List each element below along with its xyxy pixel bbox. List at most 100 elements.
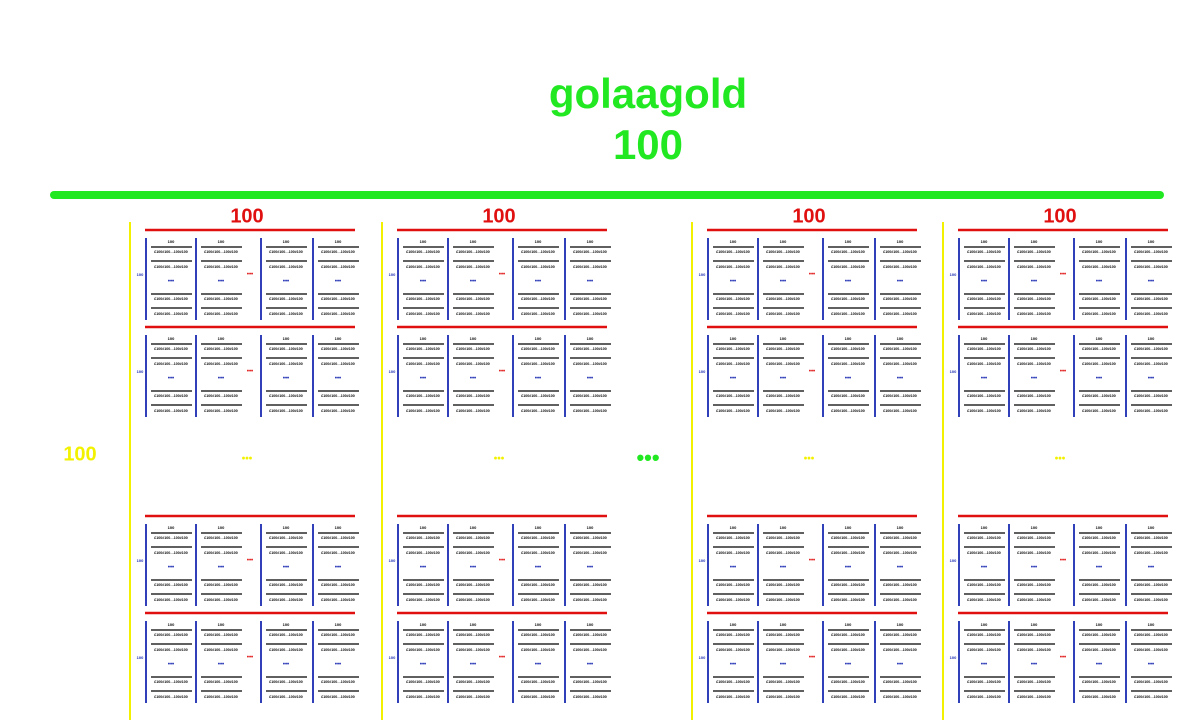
cell-row: £100#100…100#100: [1082, 695, 1116, 699]
cell-ellipsis: •••: [1148, 376, 1154, 382]
cell-row: £100#100…100#100: [406, 394, 440, 398]
cell-row: £100#100…100#100: [573, 583, 607, 587]
cell-row: £100#100…100#100: [1134, 536, 1168, 540]
cell-row: £100#100…100#100: [716, 347, 750, 351]
cell-row: £100#100…100#100: [521, 250, 555, 254]
block-label: 100: [950, 558, 957, 563]
cell-ellipsis: •••: [420, 662, 426, 668]
cell-ellipsis: •••: [335, 565, 341, 571]
cell-ellipsis: •••: [420, 565, 426, 571]
cell-row: £100#100…100#100: [1134, 648, 1168, 652]
cell-row: £100#100…100#100: [1134, 633, 1168, 637]
cell-row: £100#100…100#100: [1134, 551, 1168, 555]
cell-row: £100#100…100#100: [1134, 297, 1168, 301]
cell-row: £100#100…100#100: [521, 297, 555, 301]
cell-ellipsis: •••: [283, 565, 289, 571]
cell-row: £100#100…100#100: [831, 394, 865, 398]
cell-row: £100#100…100#100: [269, 250, 303, 254]
cell-ellipsis: •••: [1096, 376, 1102, 382]
cell-row: £100#100…100#100: [716, 551, 750, 555]
cell-ellipsis: •••: [845, 662, 851, 668]
cell-row: £100#100…100#100: [1134, 265, 1168, 269]
cell-row: £100#100…100#100: [831, 347, 865, 351]
cell-row: £100#100…100#100: [456, 265, 490, 269]
block-label: 100: [950, 369, 957, 374]
cell-ellipsis: •••: [780, 376, 786, 382]
cell-row: £100#100…100#100: [883, 347, 917, 351]
cell-row: £100#100…100#100: [831, 598, 865, 602]
cell-ellipsis: •••: [1096, 662, 1102, 668]
cell-row: £100#100…100#100: [766, 536, 800, 540]
cell-row: £100#100…100#100: [321, 633, 355, 637]
cell-ellipsis: •••: [420, 376, 426, 382]
cell-row: £100#100…100#100: [967, 695, 1001, 699]
cell-row: £100#100…100#100: [831, 583, 865, 587]
cell-row: £100#100…100#100: [154, 695, 188, 699]
cell-row: £100#100…100#100: [883, 680, 917, 684]
cell-row: £100#100…100#100: [766, 312, 800, 316]
cell-row: £100#100…100#100: [204, 394, 238, 398]
block-ellipsis: •••: [1060, 272, 1066, 278]
cell-row: £100#100…100#100: [831, 297, 865, 301]
cell-row: £100#100…100#100: [883, 362, 917, 366]
cell-row: £100#100…100#100: [967, 362, 1001, 366]
cell-header: 100: [1031, 525, 1038, 530]
cell-row: £100#100…100#100: [1082, 250, 1116, 254]
cell-header: 100: [420, 336, 427, 341]
cell-row: £100#100…100#100: [1082, 347, 1116, 351]
cell-header: 100: [780, 239, 787, 244]
cell-row: £100#100…100#100: [573, 312, 607, 316]
cell-row: £100#100…100#100: [766, 633, 800, 637]
cell-row: £100#100…100#100: [321, 347, 355, 351]
cell-header: 100: [1096, 336, 1103, 341]
cell-header: 100: [420, 239, 427, 244]
cell-row: £100#100…100#100: [456, 409, 490, 413]
cell-row: £100#100…100#100: [1017, 648, 1051, 652]
cell-row: £100#100…100#100: [766, 680, 800, 684]
cell-row: £100#100…100#100: [967, 297, 1001, 301]
block-label: 100: [389, 369, 396, 374]
cell-ellipsis: •••: [335, 376, 341, 382]
cell-row: £100#100…100#100: [269, 297, 303, 301]
cell-header: 100: [168, 622, 175, 627]
cell-row: £100#100…100#100: [269, 633, 303, 637]
cell-row: £100#100…100#100: [269, 394, 303, 398]
gap-ellipsis: •••: [636, 445, 659, 470]
cell-row: £100#100…100#100: [521, 598, 555, 602]
cell-ellipsis: •••: [168, 565, 174, 571]
cell-row: £100#100…100#100: [321, 297, 355, 301]
block-ellipsis: •••: [499, 369, 505, 375]
cell-row: £100#100…100#100: [204, 297, 238, 301]
cell-row: £100#100…100#100: [716, 633, 750, 637]
cell-row: £100#100…100#100: [204, 598, 238, 602]
cell-row: £100#100…100#100: [1082, 551, 1116, 555]
block-label: 100: [699, 655, 706, 660]
cell-row: £100#100…100#100: [967, 312, 1001, 316]
cell-header: 100: [335, 622, 342, 627]
cell-row: £100#100…100#100: [967, 250, 1001, 254]
cell-row: £100#100…100#100: [456, 695, 490, 699]
block-ellipsis: •••: [809, 655, 815, 661]
cell-row: £100#100…100#100: [883, 633, 917, 637]
cell-header: 100: [845, 239, 852, 244]
block-label: 100: [389, 558, 396, 563]
cell-row: £100#100…100#100: [883, 648, 917, 652]
cell-header: 100: [981, 239, 988, 244]
cell-header: 100: [168, 336, 175, 341]
cell-header: 100: [897, 336, 904, 341]
cell-row: £100#100…100#100: [967, 409, 1001, 413]
cell-row: £100#100…100#100: [716, 394, 750, 398]
cell-row: £100#100…100#100: [1082, 409, 1116, 413]
cell-row: £100#100…100#100: [154, 394, 188, 398]
cell-row: £100#100…100#100: [456, 250, 490, 254]
cell-row: £100#100…100#100: [154, 250, 188, 254]
cell-ellipsis: •••: [168, 376, 174, 382]
cell-row: £100#100…100#100: [406, 536, 440, 540]
cell-row: £100#100…100#100: [456, 362, 490, 366]
cell-row: £100#100…100#100: [269, 583, 303, 587]
cell-row: £100#100…100#100: [1082, 362, 1116, 366]
cell-ellipsis: •••: [587, 376, 593, 382]
cell-row: £100#100…100#100: [831, 536, 865, 540]
cell-header: 100: [1148, 525, 1155, 530]
block-ellipsis: •••: [809, 558, 815, 564]
